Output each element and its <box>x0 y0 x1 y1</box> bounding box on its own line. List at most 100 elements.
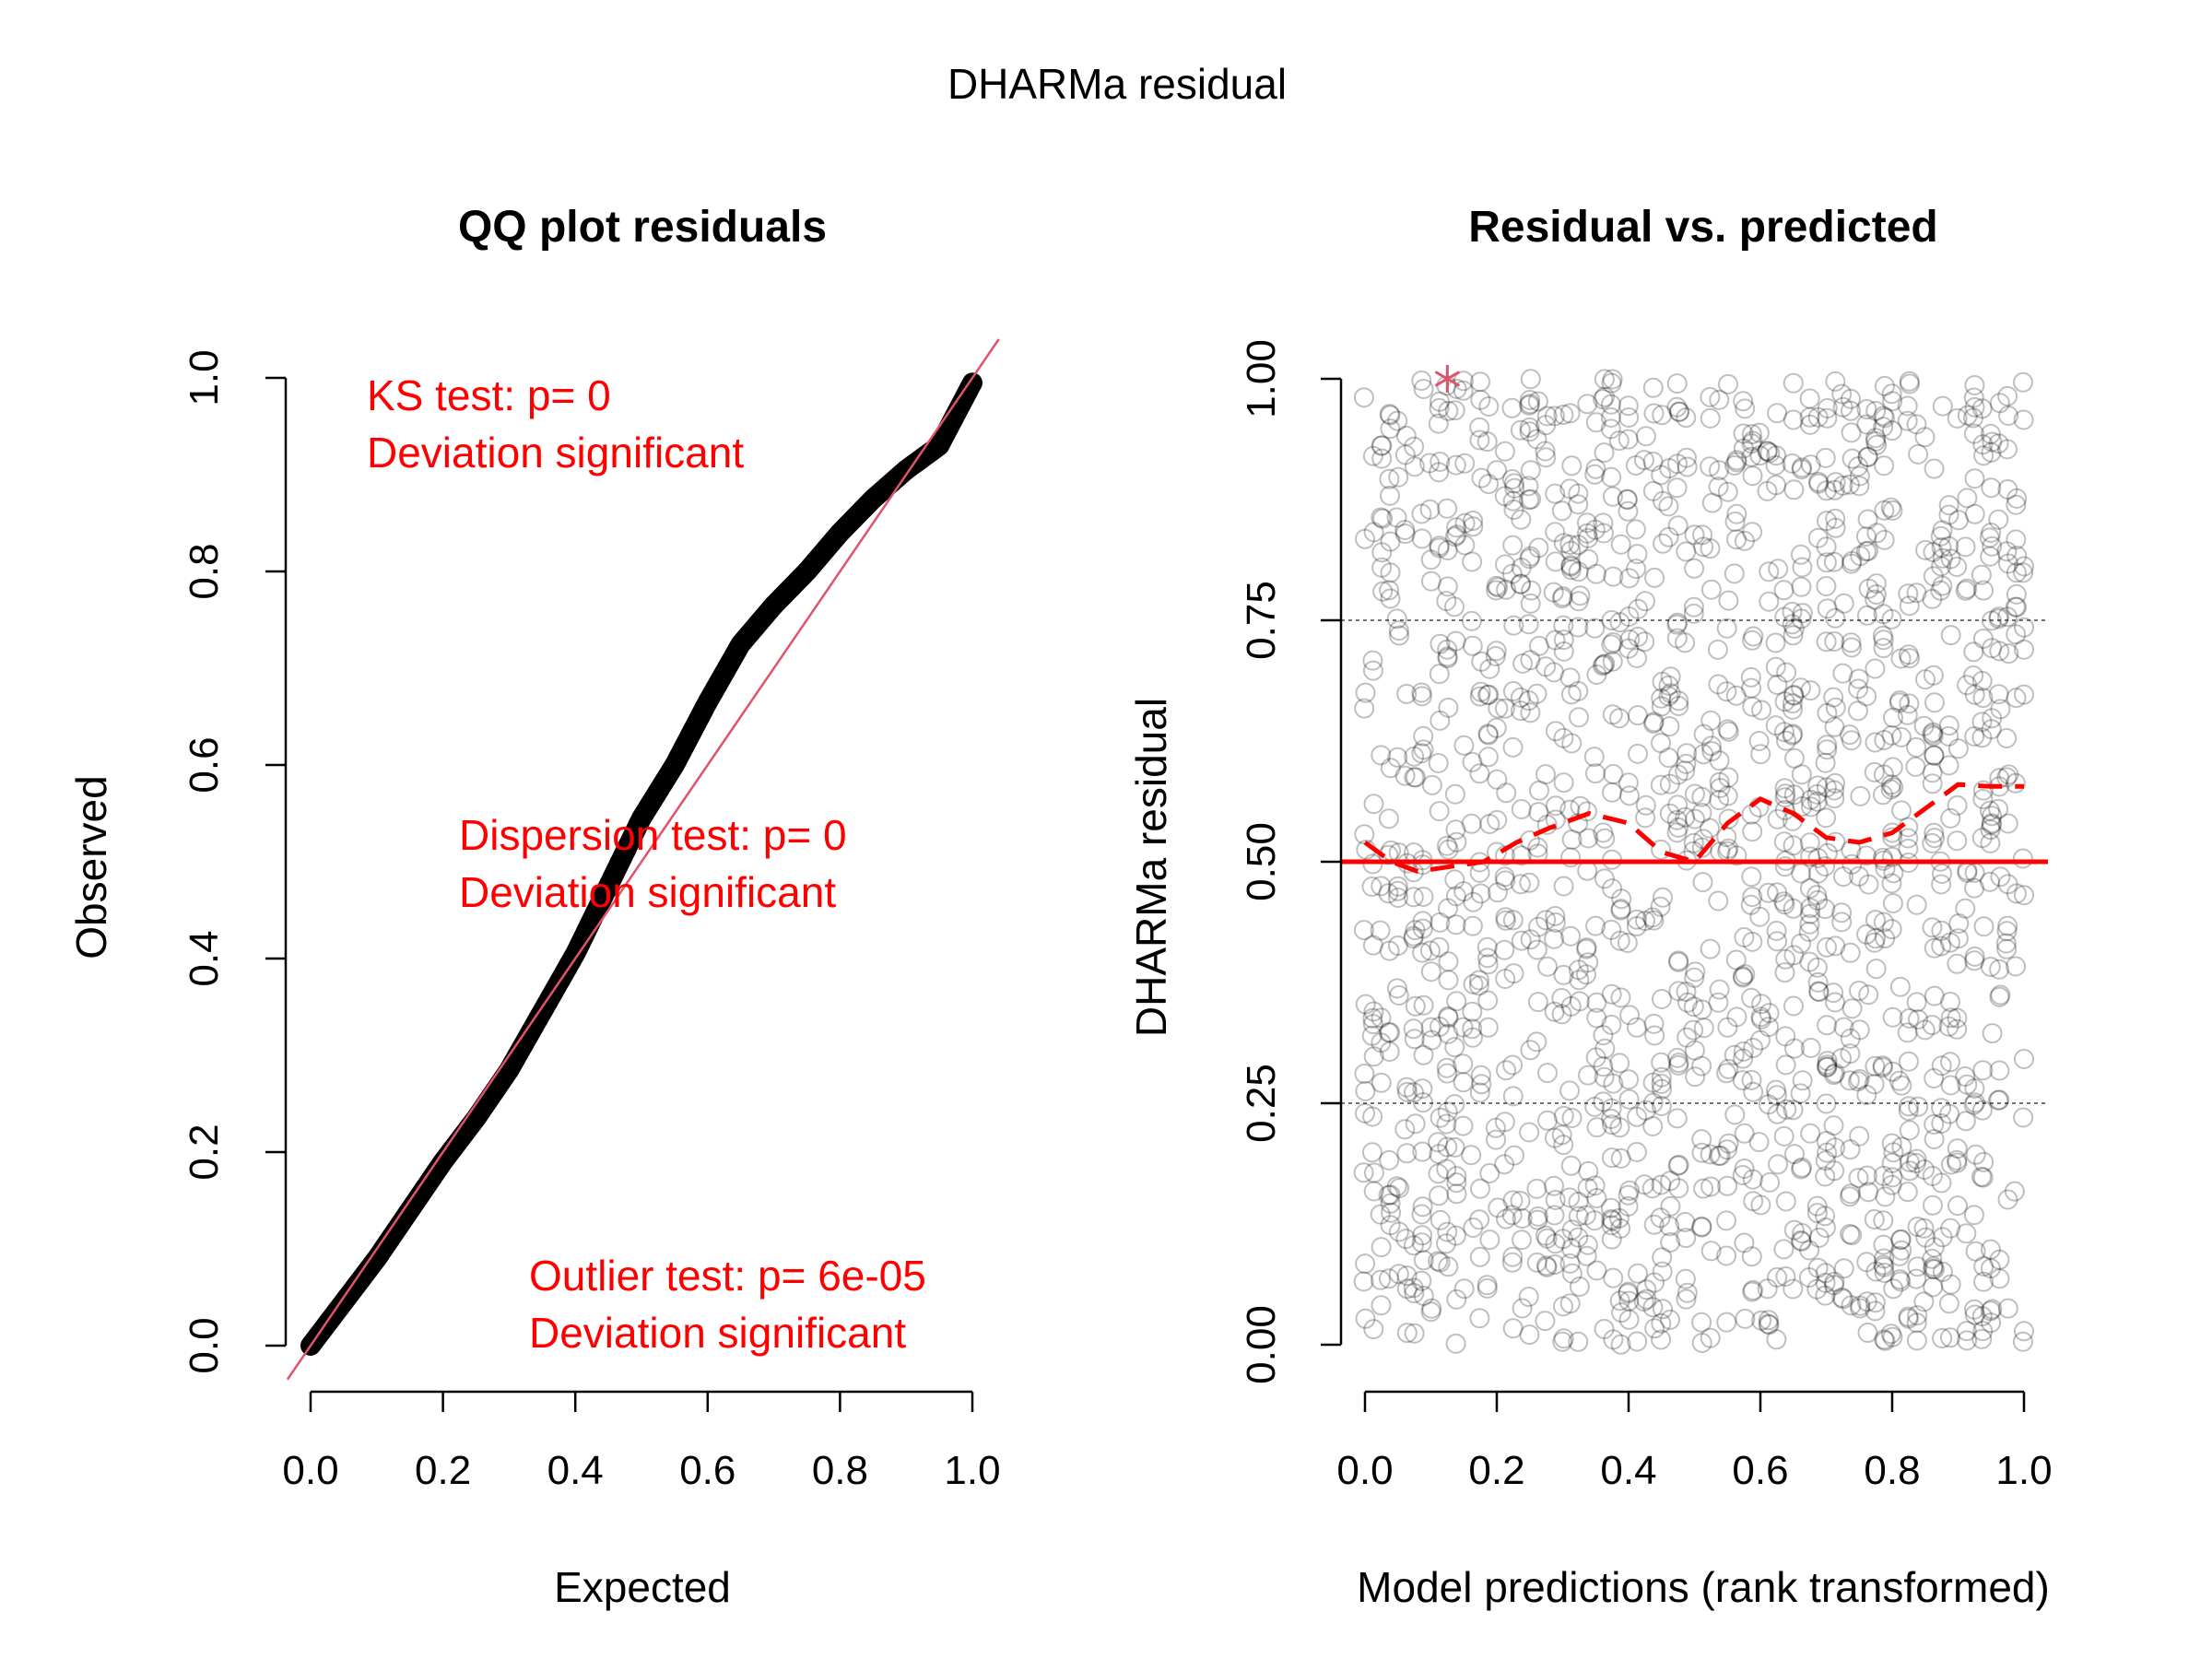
rvp-point <box>1922 832 1943 853</box>
rvp-point <box>1923 1258 1944 1279</box>
rvp-point <box>1832 475 1853 496</box>
rvp-point <box>1477 431 1498 453</box>
rvp-point <box>1882 391 1903 412</box>
rvp-point <box>1666 822 1688 843</box>
rvp-point <box>1628 627 1649 647</box>
rvp-point <box>1817 598 1838 619</box>
rvp-point <box>1470 1178 1490 1199</box>
rvp-point <box>1535 1225 1556 1246</box>
rvp-point <box>1609 1290 1630 1312</box>
rvp-point <box>1873 406 1894 427</box>
rvp-point <box>1494 939 1515 960</box>
rvp-point <box>1477 1017 1499 1038</box>
rvp-point <box>1362 650 1383 671</box>
rvp-point <box>1438 400 1459 421</box>
rvp-point <box>1881 919 1902 940</box>
rvp-point <box>1865 959 1887 980</box>
rvp-point <box>1982 1299 2003 1320</box>
rvp-point <box>1438 1007 1459 1029</box>
rvp-point <box>2006 596 2028 618</box>
rvp-point <box>1553 964 1574 985</box>
rvp-point <box>1801 796 1821 818</box>
rvp-point <box>1733 423 1754 444</box>
rvp-point <box>1824 780 1845 801</box>
rvp-point <box>1658 675 1679 696</box>
rvp-point <box>1545 1190 1566 1210</box>
rvp-point <box>1790 1083 1811 1104</box>
rvp-point <box>1831 1287 1853 1308</box>
rvp-point <box>1940 1274 1961 1295</box>
rvp-point <box>1519 872 1540 893</box>
rvp-point <box>1511 845 1532 866</box>
rvp-point <box>1386 1176 1407 1197</box>
rvp-point <box>1924 822 1945 843</box>
rvp-point <box>1668 696 1689 716</box>
rvp-point <box>1841 550 1863 571</box>
rvp-point <box>1875 1330 1896 1351</box>
rvp-point <box>1652 405 1673 426</box>
rvp-point <box>1536 814 1558 835</box>
rvp-point <box>1477 954 1499 975</box>
rvp-point <box>1964 503 1985 524</box>
rvp-point <box>1666 614 1688 635</box>
rvp-point <box>1413 1044 1434 1065</box>
rvp-point <box>1496 782 1517 804</box>
rvp-point <box>1468 970 1489 991</box>
rvp-point <box>1915 539 1936 560</box>
rvp-point <box>1923 1256 1944 1277</box>
rvp-point <box>1617 933 1638 953</box>
rvp-point <box>1782 614 1803 635</box>
rvp-point <box>1528 537 1549 559</box>
rvp-point <box>1865 1292 1886 1313</box>
rvp-point <box>1964 396 1985 418</box>
rvp-point <box>1454 535 1476 556</box>
rvp-point <box>1817 1054 1838 1076</box>
rvp-point <box>1628 1263 1648 1284</box>
rvp-point <box>1642 1297 1664 1318</box>
rvp-point <box>1593 1056 1614 1077</box>
rvp-point <box>1963 641 1984 663</box>
rvp-point <box>1413 1092 1433 1113</box>
rvp-point <box>1990 984 2011 1006</box>
rvp-point <box>1872 1055 1893 1077</box>
rvp-point <box>1526 683 1547 704</box>
rvp-point <box>1659 458 1680 479</box>
rvp-point <box>1759 1314 1780 1335</box>
rvp-point <box>1676 1228 1697 1249</box>
rvp-point <box>1866 434 1888 455</box>
rvp-point <box>1577 1234 1598 1255</box>
rvp-point <box>1858 874 1879 895</box>
rvp-point <box>1972 688 1994 709</box>
rvp-point <box>1791 1230 1811 1251</box>
rvp-point <box>1429 1144 1450 1165</box>
rvp-point <box>1848 1071 1868 1092</box>
rvp-point <box>2014 556 2034 577</box>
rvp-point <box>1996 728 2018 748</box>
rvp-point <box>1651 1074 1672 1094</box>
rvp-point <box>1371 1032 1392 1053</box>
rvp-point <box>1849 981 1869 1001</box>
rvp-point <box>1520 1040 1541 1061</box>
rvp-point <box>1412 1225 1433 1246</box>
rvp-point <box>1807 775 1829 796</box>
rvp-point <box>1626 909 1647 930</box>
rvp-point <box>1897 1022 1918 1043</box>
rvp-point <box>1816 807 1837 829</box>
rvp-point <box>1850 1295 1871 1316</box>
rvp-point <box>1773 1125 1794 1147</box>
rvp-point <box>1735 1308 1756 1329</box>
rvp-point <box>1932 395 1953 417</box>
rvp-point <box>1767 1103 1788 1124</box>
rvp-point <box>1668 1154 1689 1175</box>
rvp-point <box>1462 915 1483 936</box>
rvp-point <box>1716 1063 1737 1084</box>
rvp-point <box>1740 666 1761 688</box>
rvp-x-tick-label: 0.0 <box>1336 1448 1393 1493</box>
rvp-point <box>1799 913 1820 935</box>
rvp-point <box>1405 1113 1426 1135</box>
rvp-point <box>1444 400 1465 421</box>
rvp-point <box>1379 940 1400 961</box>
rvp-point <box>1825 508 1846 529</box>
rvp-point <box>1757 441 1778 462</box>
rvp-point <box>1370 1204 1391 1225</box>
